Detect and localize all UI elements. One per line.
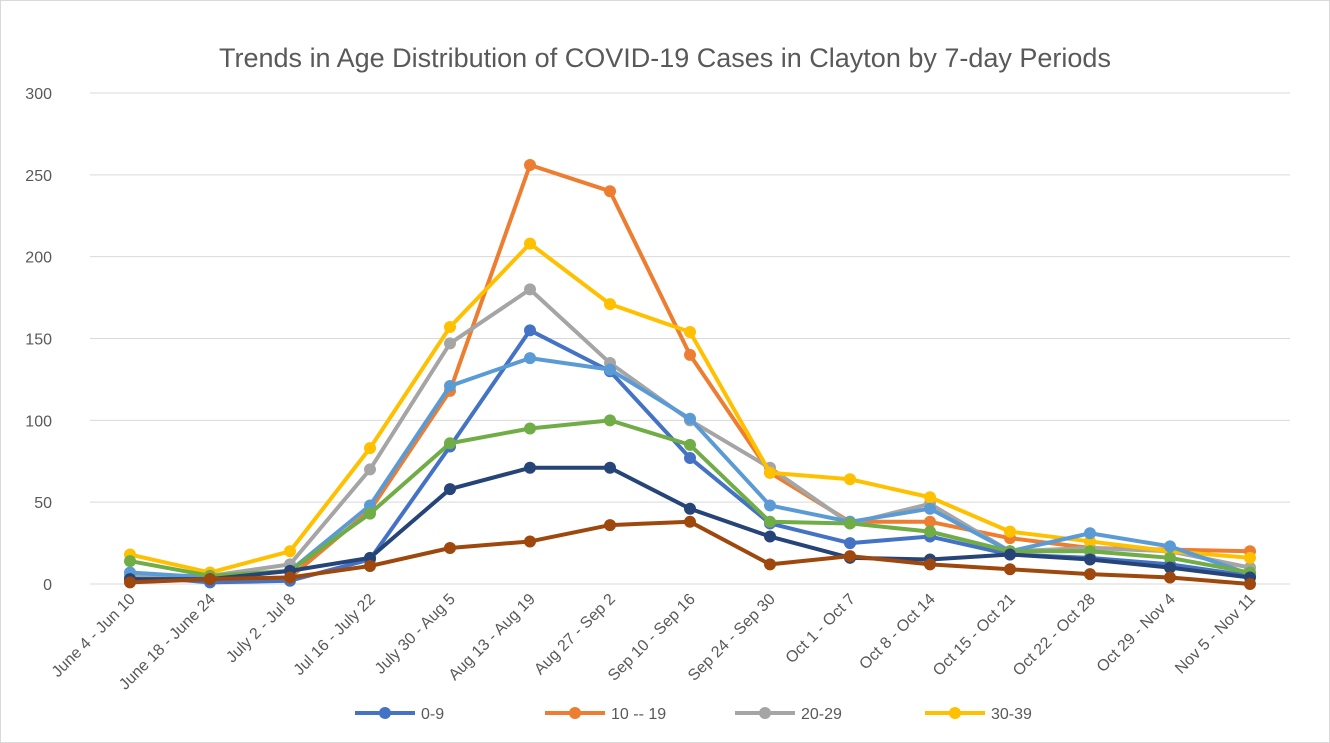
x-tick-label: July 2 - Jul 8 <box>223 591 299 667</box>
legend-label: 20-29 <box>801 706 842 723</box>
x-tick-label: Sep 10 - Sep 16 <box>605 591 699 685</box>
x-tick-label: Aug 13 - Aug 19 <box>446 591 539 684</box>
data-point <box>524 159 536 172</box>
data-point <box>524 422 536 435</box>
y-tick-label: 150 <box>25 332 52 349</box>
data-point <box>764 499 776 512</box>
data-point <box>604 519 616 532</box>
series-line <box>129 356 1251 580</box>
data-point <box>844 517 856 530</box>
data-point <box>924 491 936 504</box>
data-point <box>1004 563 1016 576</box>
data-point <box>1084 568 1096 581</box>
x-tick-label: Aug 27 - Sep 2 <box>531 591 619 679</box>
data-point <box>684 348 696 361</box>
y-tick-label: 0 <box>43 577 52 594</box>
data-point <box>924 515 936 528</box>
data-point <box>444 483 456 496</box>
data-point <box>284 571 296 584</box>
legend-marker <box>949 707 961 719</box>
data-point <box>764 558 776 571</box>
chart-title: Trends in Age Distribution of COVID-19 C… <box>219 43 1111 73</box>
legend-label: 10 -- 19 <box>611 706 666 723</box>
data-point <box>524 535 536 548</box>
data-point <box>684 325 696 338</box>
data-point <box>1244 578 1256 590</box>
data-point <box>524 324 536 337</box>
x-tick-label: Oct 1 - Oct 7 <box>783 591 859 667</box>
legend-marker <box>379 707 391 719</box>
data-point <box>124 576 136 589</box>
data-point <box>524 352 536 365</box>
data-point <box>844 550 856 563</box>
data-point <box>604 185 616 198</box>
data-point <box>364 463 376 476</box>
data-point <box>684 451 696 464</box>
y-tick-label: 50 <box>34 495 52 512</box>
x-tick-label: Jul 16 - July 22 <box>291 591 379 679</box>
data-point <box>1164 561 1176 574</box>
data-point <box>444 321 456 334</box>
x-tick-label: Oct 22 - Oct 28 <box>1010 591 1099 680</box>
data-point <box>444 337 456 350</box>
data-point <box>924 502 936 515</box>
y-tick-label: 100 <box>25 413 52 430</box>
y-tick-label: 250 <box>25 168 52 185</box>
data-point <box>764 515 776 528</box>
data-point <box>684 412 696 425</box>
data-point <box>444 541 456 554</box>
data-point <box>444 437 456 450</box>
legend-marker <box>759 707 771 719</box>
data-point <box>1164 551 1176 564</box>
data-point <box>684 502 696 515</box>
x-tick-label: Oct 15 - Oct 21 <box>930 591 1019 680</box>
data-point <box>1084 553 1096 566</box>
data-point <box>1084 527 1096 540</box>
data-point <box>924 525 936 538</box>
data-point <box>764 466 776 479</box>
x-tick-label: Oct 8 - Oct 14 <box>856 591 939 674</box>
data-point <box>604 363 616 376</box>
data-point <box>604 414 616 427</box>
data-point <box>1244 551 1256 564</box>
data-point <box>364 442 376 455</box>
y-tick-label: 200 <box>25 250 52 267</box>
data-point <box>1164 571 1176 584</box>
data-point <box>364 559 376 572</box>
data-point <box>524 237 536 250</box>
legend-label: 30-39 <box>991 706 1032 723</box>
data-point <box>444 379 456 392</box>
data-point <box>844 473 856 486</box>
x-tick-label: Oct 29 - Nov 4 <box>1094 591 1179 676</box>
data-point <box>764 530 776 543</box>
y-tick-label: 300 <box>25 86 52 103</box>
data-point <box>604 461 616 474</box>
data-point <box>124 555 136 568</box>
x-tick-label: Sep 24 - Sep 30 <box>685 591 779 685</box>
legend-marker <box>569 707 581 719</box>
data-point <box>1004 548 1016 561</box>
data-point <box>924 558 936 571</box>
legend-label: 0-9 <box>421 706 444 723</box>
data-point <box>1164 540 1176 553</box>
x-tick-label: July 30 - Aug 5 <box>372 591 459 678</box>
x-tick-label: Nov 5 - Nov 11 <box>1172 591 1259 678</box>
data-point <box>1004 525 1016 538</box>
data-point <box>524 461 536 474</box>
data-point <box>364 507 376 520</box>
data-point <box>684 515 696 528</box>
data-point <box>604 298 616 311</box>
data-point <box>844 537 856 550</box>
data-point <box>684 438 696 451</box>
data-point <box>524 283 536 296</box>
data-point <box>204 573 216 586</box>
x-tick-label: June 4 - Jun 10 <box>49 591 139 681</box>
data-point <box>284 545 296 558</box>
